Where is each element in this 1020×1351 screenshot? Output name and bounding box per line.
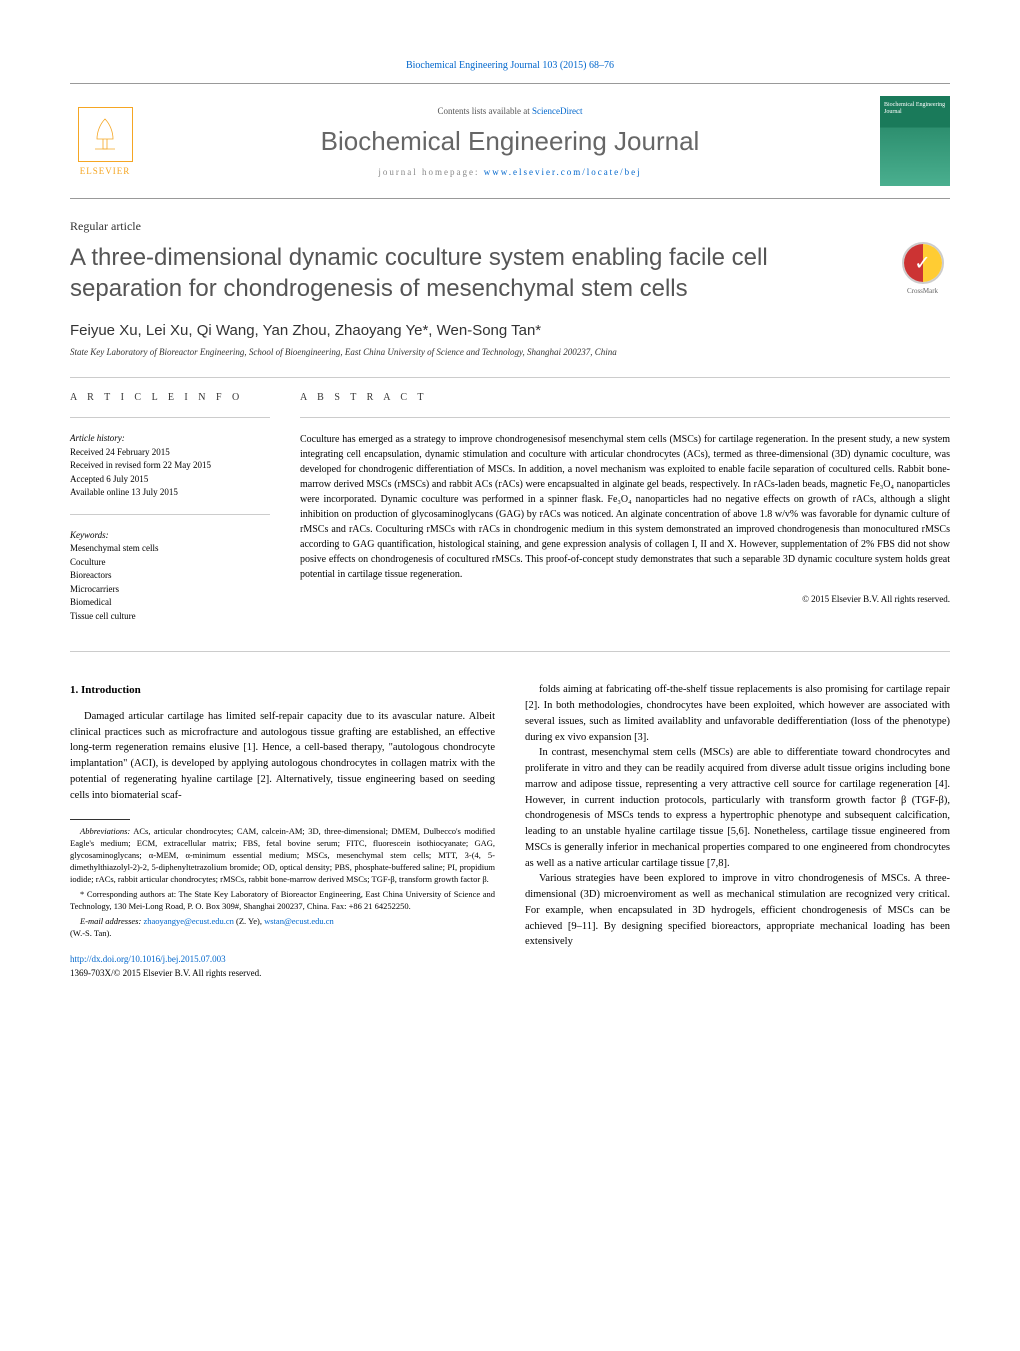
journal-header-bar: ELSEVIER Contents lists available at Sci… <box>70 83 950 199</box>
page-container: Biochemical Engineering Journal 103 (201… <box>0 0 1020 1020</box>
email-name-2: (W.-S. Tan). <box>70 928 111 938</box>
keyword-item: Microcarriers <box>70 583 270 597</box>
abbrev-label: Abbreviations: <box>80 826 130 836</box>
elsevier-tree-icon <box>78 107 133 162</box>
abstract-text: Coculture has emerged as a strategy to i… <box>300 432 950 582</box>
info-abstract-row: A R T I C L E I N F O Article history: R… <box>70 392 950 637</box>
footnote-separator <box>70 819 130 820</box>
article-info-column: A R T I C L E I N F O Article history: R… <box>70 392 270 637</box>
body-paragraph: Damaged articular cartilage has limited … <box>70 709 495 804</box>
email-label: E-mail addresses: <box>80 916 143 926</box>
journal-title: Biochemical Engineering Journal <box>140 126 880 157</box>
homepage-line: journal homepage: www.elsevier.com/locat… <box>140 167 880 177</box>
footnotes-block: Abbreviations: ACs, articular chondrocyt… <box>70 826 495 939</box>
history-received: Received 24 February 2015 <box>70 446 270 460</box>
doi-block: http://dx.doi.org/10.1016/j.bej.2015.07.… <box>70 953 495 980</box>
history-online: Available online 13 July 2015 <box>70 486 270 500</box>
email-footnote: E-mail addresses: zhaoyangye@ecust.edu.c… <box>70 916 495 940</box>
article-history-block: Article history: Received 24 February 20… <box>70 432 270 500</box>
email-link-2[interactable]: wstan@ecust.edu.cn <box>264 916 334 926</box>
article-title: A three-dimensional dynamic coculture sy… <box>70 242 880 304</box>
journal-reference: Biochemical Engineering Journal 103 (201… <box>70 60 950 71</box>
corresponding-footnote: * Corresponding authors at: The State Ke… <box>70 889 495 913</box>
keywords-label: Keywords: <box>70 529 270 543</box>
section-heading: 1. Introduction <box>70 682 495 699</box>
abbrev-text: ACs, articular chondrocytes; CAM, calcei… <box>70 826 495 884</box>
homepage-prefix: journal homepage: <box>378 167 483 177</box>
cover-title-text: Biochemical Engineering Journal <box>884 102 950 116</box>
keyword-item: Mesenchymal stem cells <box>70 542 270 556</box>
crossmark-badge[interactable]: ✓ CrossMark <box>895 242 950 297</box>
crossmark-label: CrossMark <box>907 287 938 295</box>
divider <box>70 514 270 515</box>
contents-prefix: Contents lists available at <box>438 106 532 116</box>
sciencedirect-link[interactable]: ScienceDirect <box>532 106 582 116</box>
header-center: Contents lists available at ScienceDirec… <box>140 106 880 177</box>
title-row: A three-dimensional dynamic coculture sy… <box>70 242 950 304</box>
divider <box>70 377 950 378</box>
email-link-1[interactable]: zhaoyangye@ecust.edu.cn <box>143 916 233 926</box>
homepage-link[interactable]: www.elsevier.com/locate/bej <box>484 167 642 177</box>
elsevier-label: ELSEVIER <box>80 166 131 176</box>
body-paragraph: In contrast, mesenchymal stem cells (MSC… <box>525 745 950 871</box>
body-column-left: 1. Introduction Damaged articular cartil… <box>70 682 495 980</box>
affiliation: State Key Laboratory of Bioreactor Engin… <box>70 347 950 357</box>
abstract-copyright: © 2015 Elsevier B.V. All rights reserved… <box>300 594 950 604</box>
keyword-item: Tissue cell culture <box>70 610 270 624</box>
corr-label: * Corresponding authors at: <box>80 889 179 899</box>
abstract-header: A B S T R A C T <box>300 392 950 403</box>
crossmark-icon: ✓ <box>902 242 944 284</box>
contents-available: Contents lists available at ScienceDirec… <box>140 106 880 116</box>
article-info-header: A R T I C L E I N F O <box>70 392 270 403</box>
abstract-column: A B S T R A C T Coculture has emerged as… <box>300 392 950 637</box>
doi-link[interactable]: http://dx.doi.org/10.1016/j.bej.2015.07.… <box>70 954 226 964</box>
issn-copyright: 1369-703X/© 2015 Elsevier B.V. All right… <box>70 968 261 978</box>
body-column-right: folds aiming at fabricating off-the-shel… <box>525 682 950 980</box>
divider <box>300 417 950 418</box>
keyword-item: Bioreactors <box>70 569 270 583</box>
journal-cover-thumbnail: Biochemical Engineering Journal <box>880 96 950 186</box>
divider <box>70 417 270 418</box>
history-accepted: Accepted 6 July 2015 <box>70 473 270 487</box>
keywords-block: Keywords: Mesenchymal stem cells Cocultu… <box>70 529 270 624</box>
divider <box>70 651 950 652</box>
history-revised: Received in revised form 22 May 2015 <box>70 459 270 473</box>
email-name-1: (Z. Ye), <box>234 916 264 926</box>
keyword-item: Coculture <box>70 556 270 570</box>
authors-list: Feiyue Xu, Lei Xu, Qi Wang, Yan Zhou, Zh… <box>70 322 950 339</box>
history-label: Article history: <box>70 432 270 446</box>
article-type: Regular article <box>70 219 950 234</box>
keyword-item: Biomedical <box>70 596 270 610</box>
body-two-columns: 1. Introduction Damaged articular cartil… <box>70 682 950 980</box>
body-paragraph: Various strategies have been explored to… <box>525 871 950 950</box>
abbreviations-footnote: Abbreviations: ACs, articular chondrocyt… <box>70 826 495 885</box>
elsevier-logo: ELSEVIER <box>70 101 140 181</box>
body-paragraph: folds aiming at fabricating off-the-shel… <box>525 682 950 745</box>
